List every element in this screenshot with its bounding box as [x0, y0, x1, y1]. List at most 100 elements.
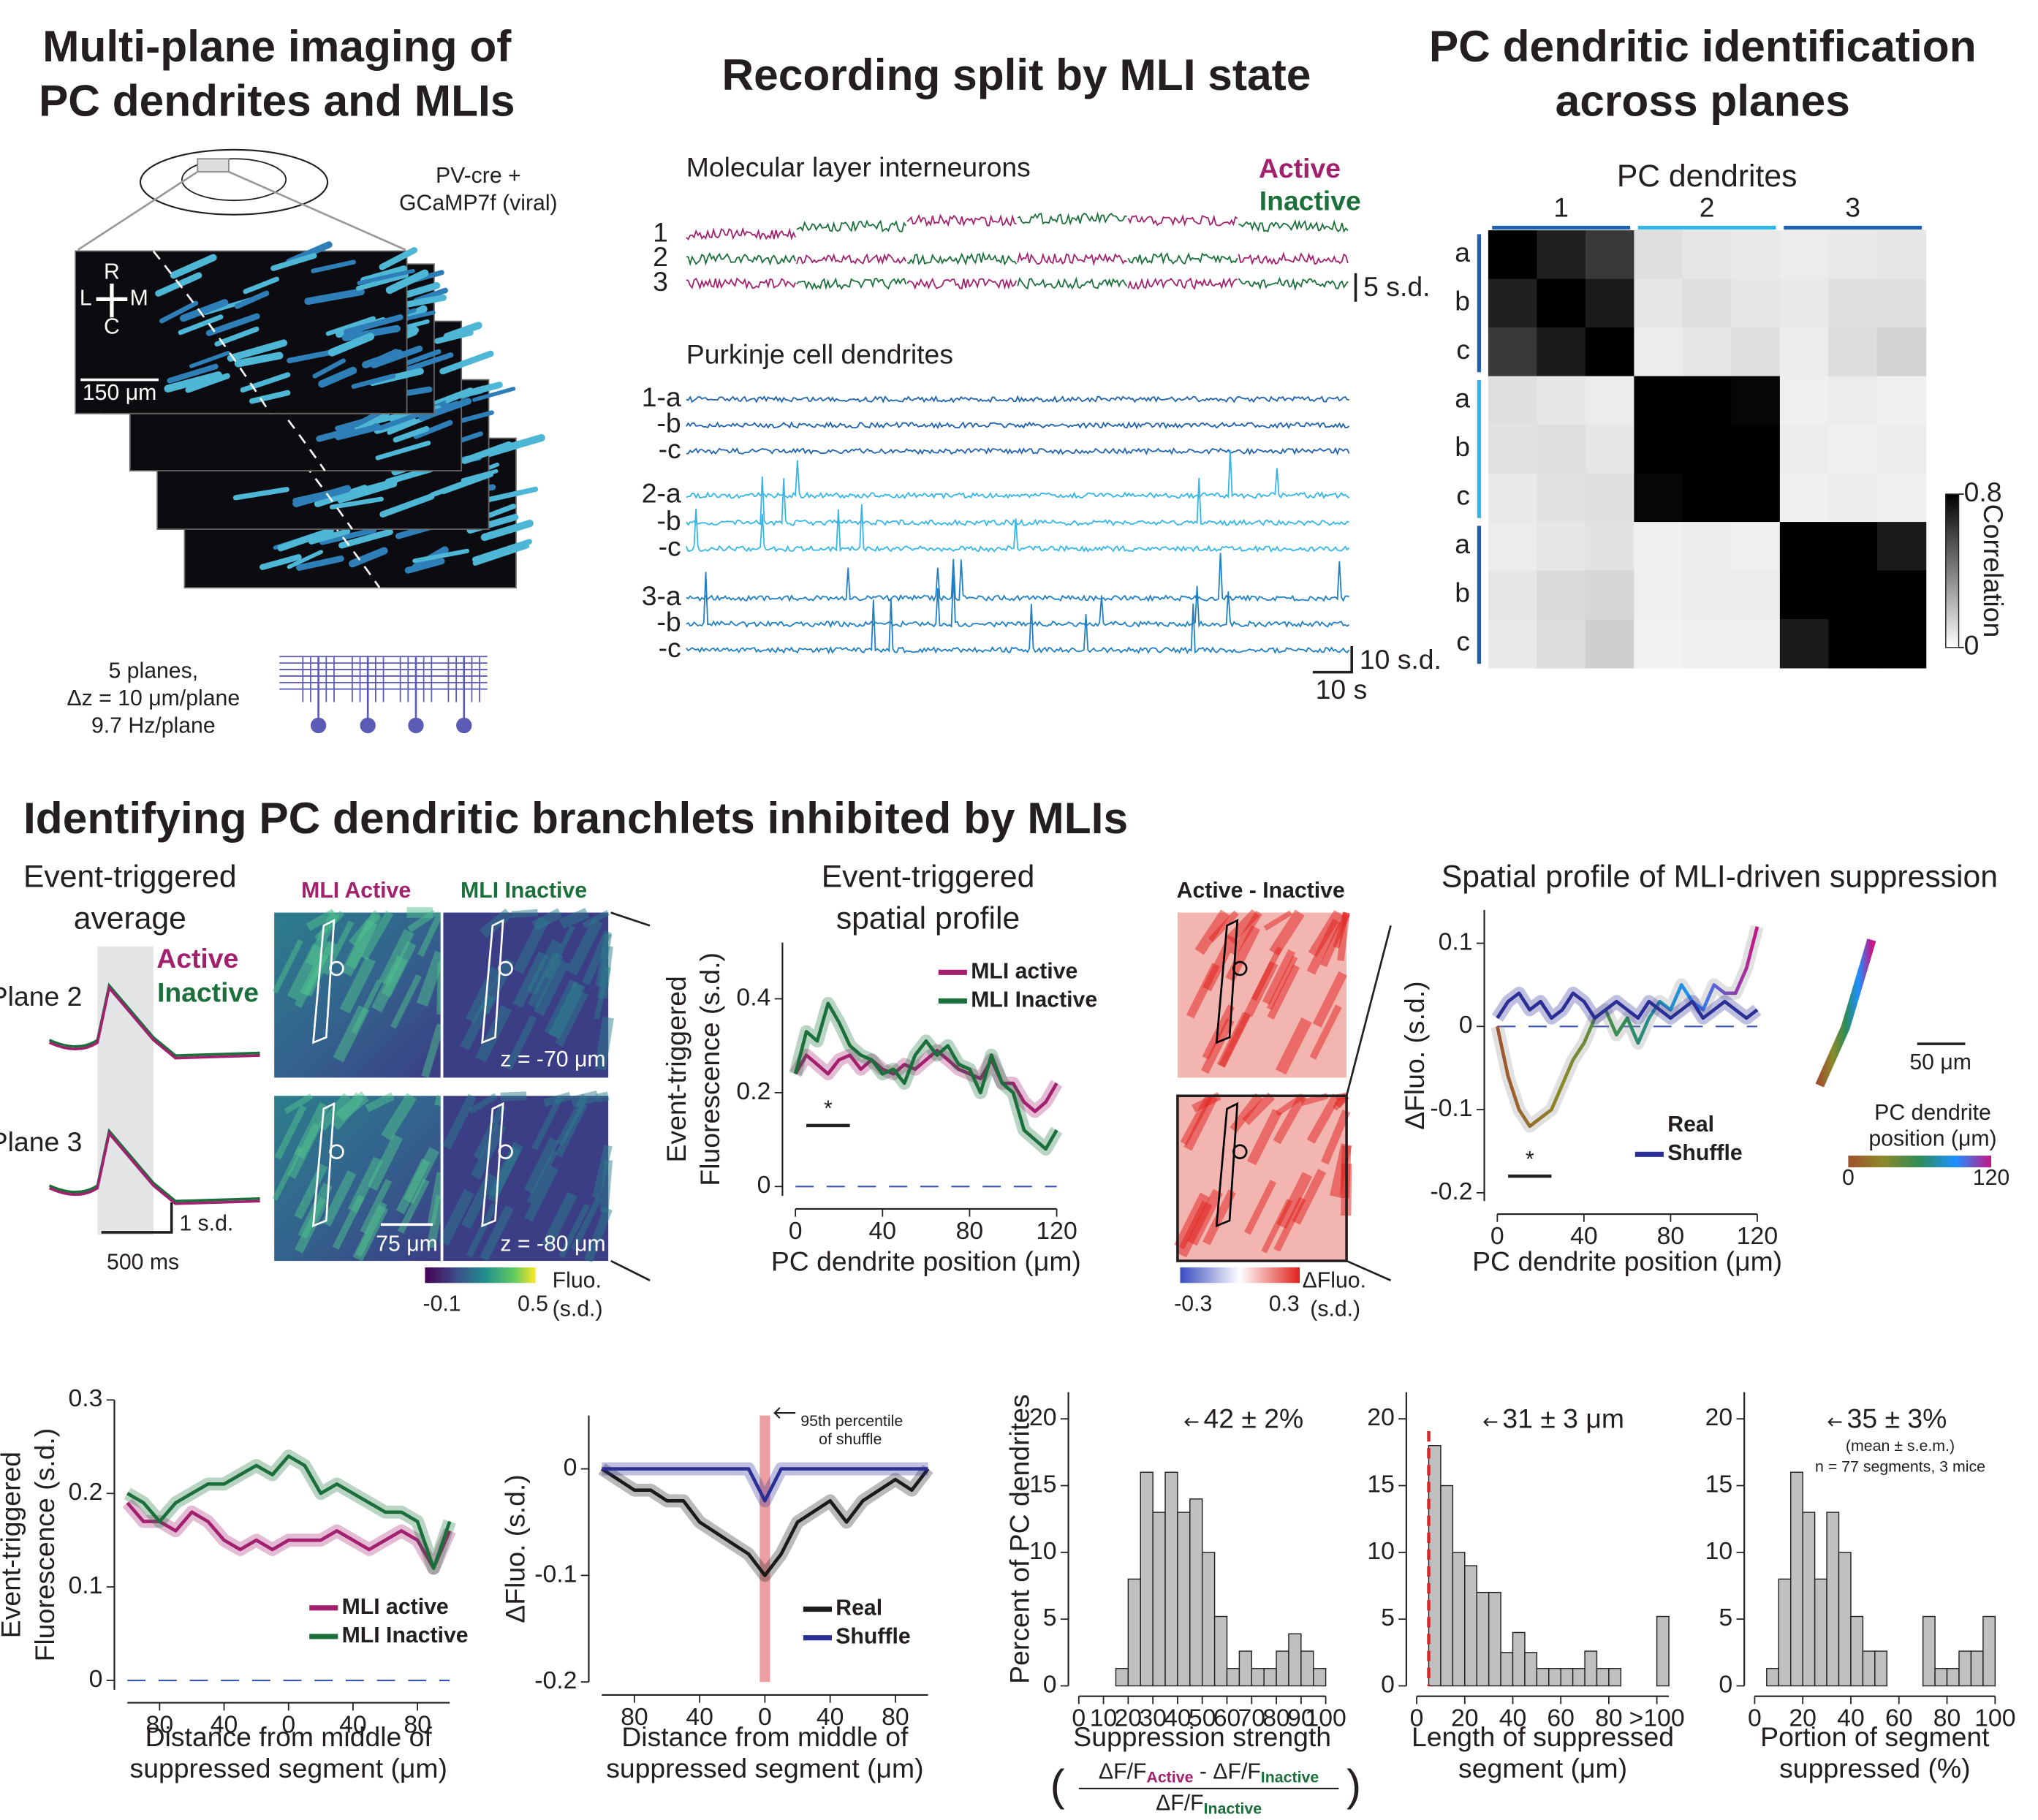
y-tick-label: -0.2 — [534, 1667, 577, 1694]
heatmap-cell — [1585, 473, 1635, 523]
image-streak — [465, 966, 501, 1023]
x-tick-label: 80 — [956, 1217, 984, 1245]
heatmap-cell — [1488, 230, 1538, 280]
formula-part: Inactive — [1261, 1768, 1319, 1786]
image-streak — [294, 1102, 330, 1159]
label: PV-cre + — [436, 164, 521, 188]
dendrite — [311, 259, 356, 273]
dendrite — [287, 550, 323, 569]
row-label: b — [1455, 577, 1470, 608]
image-streak — [272, 939, 303, 994]
heatmap-cell — [1537, 473, 1586, 523]
line — [1496, 926, 1759, 1129]
image-streak — [332, 1194, 365, 1250]
image-streak — [1306, 1093, 1341, 1144]
dendrite — [480, 520, 534, 542]
dendrite — [270, 253, 317, 271]
colorbar — [1180, 1267, 1300, 1284]
histogram-bar — [1263, 1668, 1277, 1687]
row-label: -b — [657, 607, 681, 637]
formula-part: Active — [1146, 1768, 1193, 1786]
heatmap-cell — [1779, 327, 1830, 377]
image-streak — [524, 1165, 558, 1222]
dendrite — [461, 441, 512, 464]
label: 9.7 Hz/plane — [91, 713, 216, 738]
image-streak — [596, 1091, 610, 1103]
histogram-bar — [1608, 1668, 1622, 1687]
x-tick-label: 100 — [1974, 1705, 2015, 1732]
colorbar-tick-label: 0 — [1964, 630, 1980, 661]
histogram-bar — [1572, 1668, 1586, 1687]
event-trace — [48, 1128, 260, 1203]
image-streak — [544, 979, 577, 1035]
dendrite-trace — [1815, 939, 1876, 1088]
y-tick-label: 10 — [1029, 1537, 1057, 1565]
brain-outline — [181, 158, 287, 202]
dendrite — [337, 481, 398, 504]
image-streak — [543, 1092, 572, 1107]
histogram-bar — [1115, 1668, 1129, 1687]
colorbar-tick: -0.1 — [423, 1292, 461, 1316]
heatmap-cell — [1488, 473, 1538, 523]
orientation-cross — [96, 283, 128, 318]
event-trace — [48, 985, 260, 1060]
image-streak — [416, 950, 447, 1007]
image-streak — [1309, 1004, 1342, 1060]
decorations — [48, 148, 1966, 1427]
colorbar-label: position (μm) — [1868, 1127, 1996, 1151]
image-streak — [1226, 909, 1259, 944]
line — [600, 1467, 930, 1577]
image-streak — [1202, 1189, 1236, 1245]
image-streak — [566, 918, 603, 976]
dendrite — [234, 352, 284, 368]
histogram-bar — [1802, 1512, 1816, 1687]
x-axis-label: Portion of segment — [1760, 1721, 1990, 1752]
image-streak — [346, 912, 382, 969]
pc-trace — [686, 476, 1349, 527]
histogram-bar — [1584, 1650, 1598, 1687]
histogram-bar — [1814, 1578, 1827, 1687]
dendrite — [375, 440, 431, 460]
heatmap-cell — [1731, 473, 1781, 523]
dendrite — [471, 539, 532, 563]
dendrite — [249, 390, 291, 404]
dendrite — [185, 373, 230, 393]
dendrite — [472, 387, 516, 402]
pc-trace — [686, 598, 1350, 655]
row-label: 2 — [653, 241, 668, 272]
dendrite — [329, 496, 384, 509]
image-streak — [512, 951, 548, 1009]
image-streak — [1273, 1093, 1307, 1145]
mli-trace — [796, 277, 907, 290]
dendrite — [232, 487, 289, 501]
formula-denominator: ΔF/FInactive — [1156, 1791, 1262, 1817]
x-tick-label: 60 — [1213, 1705, 1241, 1732]
row-label: 3 — [653, 266, 668, 297]
histogram-bar — [1127, 1578, 1141, 1687]
x-tick-label: 80 — [1595, 1705, 1623, 1732]
legend-label: MLI Inactive — [342, 1623, 469, 1648]
x-tick-label: 0 — [1072, 1705, 1086, 1732]
x-axis-label: suppressed segment (μm) — [130, 1753, 447, 1783]
x-tick-label: 10 — [1090, 1705, 1118, 1732]
row-labels: 1-a-b-c2-a-b-c3-a-b-c — [642, 382, 681, 663]
histogram-bar — [1934, 1668, 1948, 1687]
image-streak — [381, 1093, 417, 1141]
depth-label: z = -70 μm — [500, 1047, 605, 1072]
image-streak — [272, 1146, 303, 1201]
x-axis-label: suppressed (%) — [1779, 1753, 1970, 1783]
row-label: b — [1455, 286, 1470, 316]
dendrite — [485, 486, 539, 503]
legend-label: MLI active — [342, 1595, 449, 1619]
heatmap-cell — [1585, 376, 1635, 425]
image-streak — [426, 1194, 445, 1248]
scale-label: 75 μm — [376, 1232, 438, 1256]
panel-title: PC dendrites and MLIs — [39, 76, 515, 126]
panel-title: average — [74, 900, 186, 936]
scale-label: 1 s.d. — [179, 1211, 233, 1235]
image-streak — [583, 1207, 613, 1263]
dendrite — [364, 349, 399, 368]
image-streak — [1244, 1180, 1277, 1235]
image-streak — [1276, 1172, 1313, 1229]
heatmap-cell — [1537, 522, 1586, 572]
